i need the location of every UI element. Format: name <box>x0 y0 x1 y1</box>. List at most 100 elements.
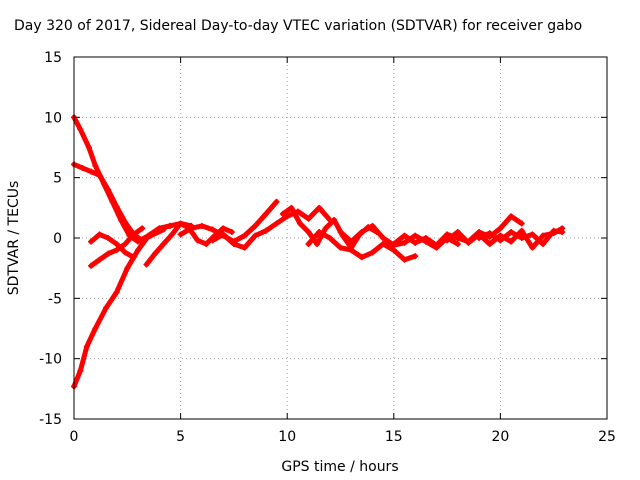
data-point <box>296 220 303 227</box>
data-point <box>358 228 365 235</box>
data-point <box>160 241 167 248</box>
data-point <box>88 238 95 245</box>
data-point <box>540 241 547 248</box>
data-point <box>288 204 295 211</box>
data-point <box>305 215 312 222</box>
data-point <box>105 250 112 257</box>
x-tick-label: 10 <box>278 429 296 445</box>
data-point <box>316 228 323 235</box>
series-line-arc-5 <box>88 231 137 260</box>
data-point <box>422 235 429 241</box>
data-point <box>358 254 365 261</box>
data-point <box>241 232 248 239</box>
y-tick-label: -5 <box>48 291 62 307</box>
data-point <box>113 289 120 296</box>
data-point <box>331 216 338 223</box>
data-point <box>322 225 329 232</box>
data-point <box>188 225 195 232</box>
y-tick-label: 10 <box>44 110 62 126</box>
data-point <box>88 168 95 175</box>
data-point <box>401 256 408 263</box>
data-point <box>412 232 419 239</box>
data-point <box>241 244 248 251</box>
data-point <box>113 203 120 210</box>
data-point <box>252 232 259 239</box>
data-point <box>390 241 397 248</box>
y-tick-label: -10 <box>39 352 62 368</box>
data-point <box>139 225 146 232</box>
data-point <box>198 222 205 229</box>
data-point <box>348 238 355 245</box>
data-point <box>508 213 515 220</box>
data-point <box>454 241 461 248</box>
y-tick-label: 15 <box>44 50 62 66</box>
y-tick-label: 0 <box>53 231 62 247</box>
y-axis-label: SDTVAR / TECUs <box>6 181 22 296</box>
data-point <box>380 235 387 241</box>
data-point <box>380 241 387 248</box>
data-point <box>279 210 286 217</box>
data-point <box>79 165 86 172</box>
data-point <box>559 228 566 235</box>
series-line-arc-3 <box>71 221 194 389</box>
data-point <box>273 198 280 205</box>
data-point <box>105 186 112 193</box>
series-line-arc-9 <box>280 205 380 251</box>
data-point <box>529 244 536 251</box>
y-tick-label: -15 <box>39 412 62 428</box>
data-point <box>444 237 451 244</box>
data-point <box>518 227 525 234</box>
data-point <box>401 232 408 239</box>
data-point <box>122 249 129 256</box>
data-point <box>220 225 227 232</box>
series-layer <box>71 114 566 390</box>
data-point <box>130 231 137 238</box>
axis-ticks: 0 5 10 15 20 25 -15 -10 -5 0 5 10 15 <box>39 50 616 445</box>
data-point <box>96 256 103 263</box>
data-point <box>220 231 227 238</box>
series-line-arc-8 <box>210 205 333 251</box>
data-point <box>529 231 536 238</box>
data-point <box>177 231 184 238</box>
data-point <box>412 253 419 260</box>
data-point <box>550 227 557 234</box>
data-point <box>83 343 90 350</box>
data-point <box>465 239 472 246</box>
data-point <box>497 225 504 232</box>
data-point <box>273 220 280 227</box>
data-point <box>177 220 184 227</box>
data-point <box>497 237 504 244</box>
data-point <box>284 213 291 220</box>
data-point <box>130 254 137 261</box>
data-point <box>209 226 216 233</box>
data-point <box>444 231 451 238</box>
data-point <box>77 367 84 374</box>
series-line-arc-1 <box>71 114 173 245</box>
data-point <box>540 232 547 239</box>
data-point <box>209 237 216 244</box>
data-point <box>230 241 237 248</box>
y-tick-label: 5 <box>53 171 62 187</box>
data-point <box>156 225 163 232</box>
data-point <box>369 249 376 256</box>
data-point <box>508 238 515 245</box>
data-point <box>262 210 269 217</box>
data-point <box>508 228 515 235</box>
data-point <box>316 204 323 211</box>
x-tick-label: 25 <box>598 429 616 445</box>
data-point <box>326 235 333 241</box>
data-point <box>454 235 461 241</box>
data-point <box>337 244 344 251</box>
data-point <box>96 231 103 238</box>
data-point <box>518 220 525 227</box>
x-tick-label: 20 <box>491 429 509 445</box>
x-tick-label: 5 <box>176 429 185 445</box>
x-axis-label: GPS time / hours <box>281 459 398 475</box>
data-point <box>145 232 152 239</box>
data-point <box>228 228 235 235</box>
data-point <box>105 235 112 241</box>
data-point <box>337 228 344 235</box>
x-tick-label: 15 <box>385 429 403 445</box>
data-point <box>305 228 312 235</box>
